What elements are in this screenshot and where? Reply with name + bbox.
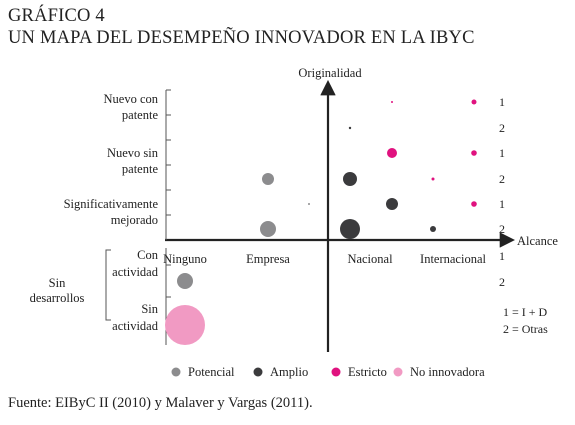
legend-note-2: 2 = Otras (503, 322, 548, 336)
row-number-label: 1 (499, 95, 505, 109)
legend-marker (331, 367, 341, 377)
chart-subtitle: UN MAPA DEL DESEMPEÑO INNOVADOR EN LA IB… (8, 28, 475, 48)
data-point (262, 173, 274, 185)
data-point (471, 150, 477, 156)
x-tick-label: Internacional (420, 252, 486, 266)
legend-label: Amplio (270, 365, 308, 379)
data-point (471, 201, 477, 207)
x-tick-label: Nacional (347, 252, 393, 266)
legend-label: Potencial (188, 365, 235, 379)
x-axis-label: Alcance (517, 234, 558, 248)
legend-label: No innovadora (410, 365, 485, 379)
legend-layer: Potencial Amplio Estricto No innovadora (171, 365, 485, 379)
data-point (165, 305, 205, 345)
y-category-label: Sin (141, 302, 158, 316)
data-point (471, 99, 477, 105)
y-category-label: patente (122, 108, 159, 122)
row-number-label: 2 (499, 121, 505, 135)
row-number-label: 1 (499, 197, 505, 211)
y-category-label: actividad (112, 319, 159, 333)
y-category-label: Significativamente (64, 197, 159, 211)
chart-title: GRÁFICO 4 (8, 6, 105, 26)
row-number-label: 1 (499, 146, 505, 160)
group-bracket (105, 249, 111, 321)
legend-marker (253, 367, 263, 377)
data-point (308, 203, 310, 205)
legend-note-1: 1 = I + D (503, 305, 548, 319)
y-category-label: Nuevo sin (107, 146, 159, 160)
data-point (340, 219, 360, 239)
data-point (430, 226, 436, 232)
row-number-label: 2 (499, 222, 505, 236)
legend-marker (393, 367, 403, 377)
group-label: desarrollos (30, 291, 85, 305)
legend-marker (171, 367, 181, 377)
row-number-label: 2 (499, 275, 505, 289)
data-point (386, 198, 398, 210)
data-point (177, 273, 193, 289)
y-category-label: patente (122, 162, 159, 176)
data-point (348, 126, 352, 130)
y-category-label: mejorado (111, 213, 158, 227)
axes-layer (105, 79, 516, 352)
source-note: Fuente: EIByC II (2010) y Malaver y Varg… (8, 395, 313, 411)
y-axis-label: Originalidad (298, 66, 362, 80)
row-number-label: 2 (499, 172, 505, 186)
data-point (387, 148, 397, 158)
y-category-label: actividad (112, 265, 159, 279)
x-tick-label: Ninguno (163, 252, 207, 266)
points-layer (165, 99, 477, 345)
labels-layer: Originalidad Alcance Nuevo con patente Nuevo… (30, 66, 559, 336)
data-point (343, 172, 357, 186)
y-category-label: Nuevo con (104, 92, 159, 106)
row-number-label: 1 (499, 249, 505, 263)
data-point (260, 221, 276, 237)
y-category-label: Con (137, 248, 159, 262)
group-label: Sin (49, 276, 66, 290)
data-point (391, 101, 393, 103)
x-tick-label: Empresa (246, 252, 290, 266)
legend-label: Estricto (348, 365, 387, 379)
data-point (431, 177, 435, 181)
